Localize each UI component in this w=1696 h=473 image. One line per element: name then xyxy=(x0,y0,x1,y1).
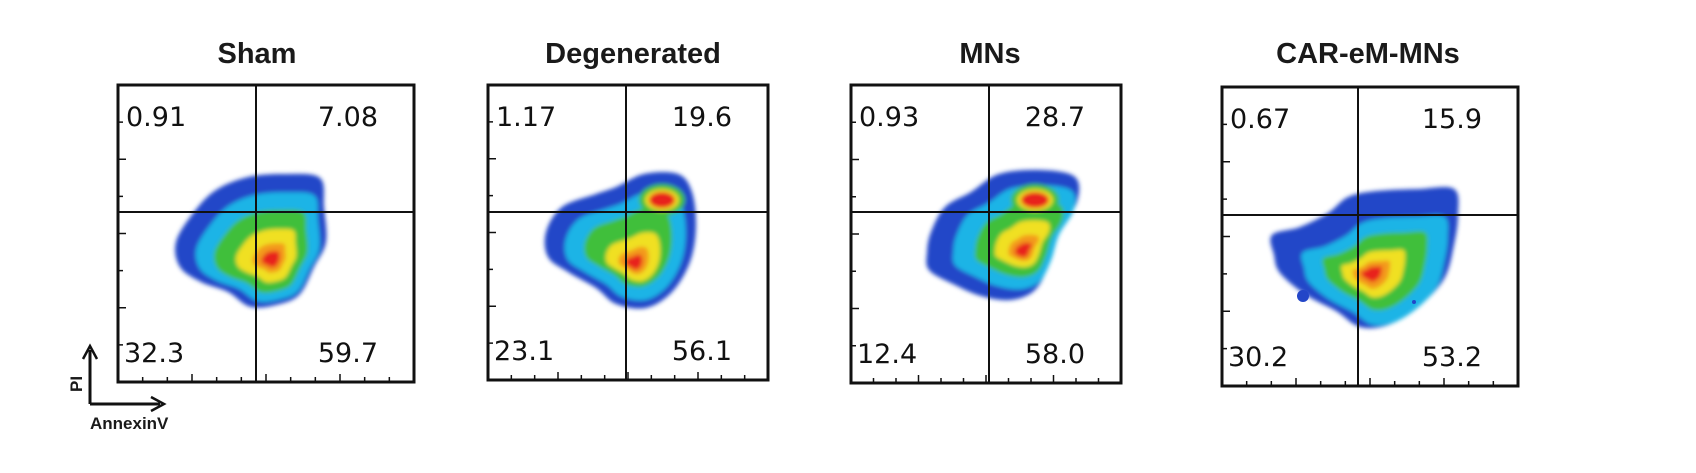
outlier-event xyxy=(1297,290,1309,302)
density-level-6 xyxy=(1014,242,1032,258)
axis-key: PI AnnexinV xyxy=(67,343,169,433)
quadrant-upper-right-value: 28.7 xyxy=(1025,102,1085,133)
quadrant-lower-right-value: 53.2 xyxy=(1422,342,1482,373)
quadrant-upper-right-value: 15.9 xyxy=(1422,104,1482,135)
density-cloud xyxy=(1270,187,1459,329)
density-hotspot-core xyxy=(649,192,675,208)
quadrant-lower-right-value: 56.1 xyxy=(672,336,732,367)
density-cloud xyxy=(926,169,1080,301)
density-level-6 xyxy=(1361,266,1382,282)
quadrant-upper-left-value: 0.91 xyxy=(126,102,186,133)
density-cloud xyxy=(175,173,327,308)
quadrant-lower-left-value: 12.4 xyxy=(857,339,917,370)
panel-4: CAR-eM-MNs 0.67 15.9 30.2 53.2 xyxy=(1220,38,1520,388)
quadrant-upper-left-value: 0.93 xyxy=(859,102,919,133)
panel-3: MNs 0.93 28.7 12.4 58.0 xyxy=(849,38,1123,385)
quadrant-upper-left-value: 1.17 xyxy=(496,102,556,133)
x-axis-label: AnnexinV xyxy=(90,414,169,433)
quadrant-upper-right-value: 19.6 xyxy=(672,102,732,133)
density-hotspot-core xyxy=(1021,192,1049,208)
quadrant-lower-left-value: 30.2 xyxy=(1228,342,1288,373)
y-axis-key-arrowhead xyxy=(81,343,99,360)
quadrant-lower-right-value: 58.0 xyxy=(1025,339,1085,370)
x-axis-key-arrowhead xyxy=(150,395,167,413)
quadrant-upper-left-value: 0.67 xyxy=(1230,104,1290,135)
panel-title: MNs xyxy=(959,38,1020,70)
panel-title: Degenerated xyxy=(545,38,721,70)
density-cloud xyxy=(544,172,697,309)
quadrant-lower-right-value: 59.7 xyxy=(318,338,378,369)
density-level-6 xyxy=(625,254,643,270)
outlier-event xyxy=(1412,300,1416,304)
panel-title: Sham xyxy=(218,38,297,70)
y-axis-label: PI xyxy=(67,376,86,392)
panel-2: Degenerated 1.17 19.6 23.1 56.1 xyxy=(486,38,770,382)
quadrant-lower-left-value: 23.1 xyxy=(494,336,554,367)
panel-title: CAR-eM-MNs xyxy=(1276,38,1460,70)
quadrant-lower-left-value: 32.3 xyxy=(124,338,184,369)
quadrant-upper-right-value: 7.08 xyxy=(318,102,378,133)
density-level-6 xyxy=(261,251,280,268)
panel-1: Sham 0.91 7.08 32.3 59.7 xyxy=(116,38,416,384)
